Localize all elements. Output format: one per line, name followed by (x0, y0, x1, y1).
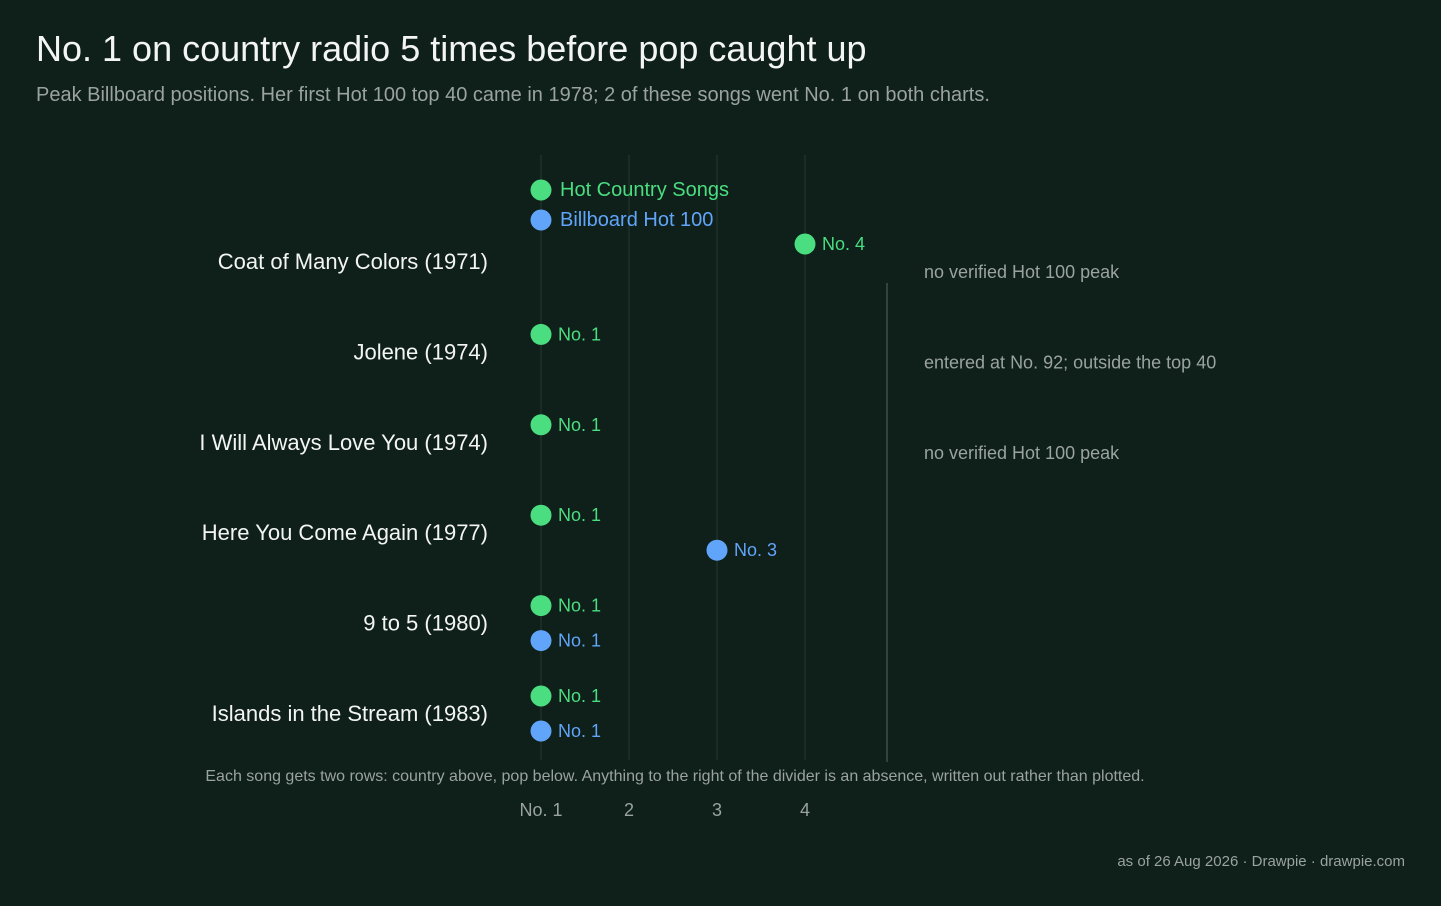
country-point (530, 504, 552, 526)
x-tick-label: No. 1 (519, 800, 562, 820)
country-value-label: No. 1 (558, 686, 601, 706)
country-point (530, 414, 552, 436)
country-value-label: No. 1 (558, 505, 601, 525)
chart-subtitle: Peak Billboard positions. Her first Hot … (36, 84, 990, 106)
pop-absence-note: no verified Hot 100 peak (924, 262, 1120, 282)
footer-credit: as of 26 Aug 2026 · Drawpie · drawpie.co… (1117, 853, 1405, 870)
song-label: I Will Always Love You (1974) (199, 430, 488, 455)
country-value-label: No. 4 (822, 234, 865, 254)
chart-title: No. 1 on country radio 5 times before po… (36, 28, 867, 69)
x-tick-label: 2 (624, 800, 634, 820)
song-label: Coat of Many Colors (1971) (218, 249, 488, 274)
country-point (530, 323, 552, 345)
pop-point (530, 630, 552, 652)
legend-label-country: Hot Country Songs (560, 179, 729, 201)
pop-value-label: No. 3 (734, 540, 777, 560)
pop-value-label: No. 1 (558, 631, 601, 651)
legend-marker-pop (530, 209, 552, 231)
country-point (794, 233, 816, 255)
song-label: 9 to 5 (1980) (363, 611, 488, 636)
song-label: Islands in the Stream (1983) (212, 701, 488, 726)
pop-point (706, 539, 728, 561)
x-tick-label: 3 (712, 800, 722, 820)
country-value-label: No. 1 (558, 596, 601, 616)
song-label: Here You Come Again (1977) (202, 520, 488, 545)
pop-point (530, 720, 552, 742)
x-tick-label: 4 (800, 800, 810, 820)
legend-marker-country (530, 179, 552, 201)
song-label: Jolene (1974) (353, 339, 488, 364)
chart-note: Each song gets two rows: country above, … (205, 768, 1144, 785)
pop-absence-note: no verified Hot 100 peak (924, 443, 1120, 463)
country-point (530, 595, 552, 617)
pop-value-label: No. 1 (558, 721, 601, 741)
country-value-label: No. 1 (558, 324, 601, 344)
country-point (530, 685, 552, 707)
legend-label-pop: Billboard Hot 100 (560, 209, 713, 231)
country-value-label: No. 1 (558, 415, 601, 435)
pop-absence-note: entered at No. 92; outside the top 40 (924, 352, 1216, 372)
